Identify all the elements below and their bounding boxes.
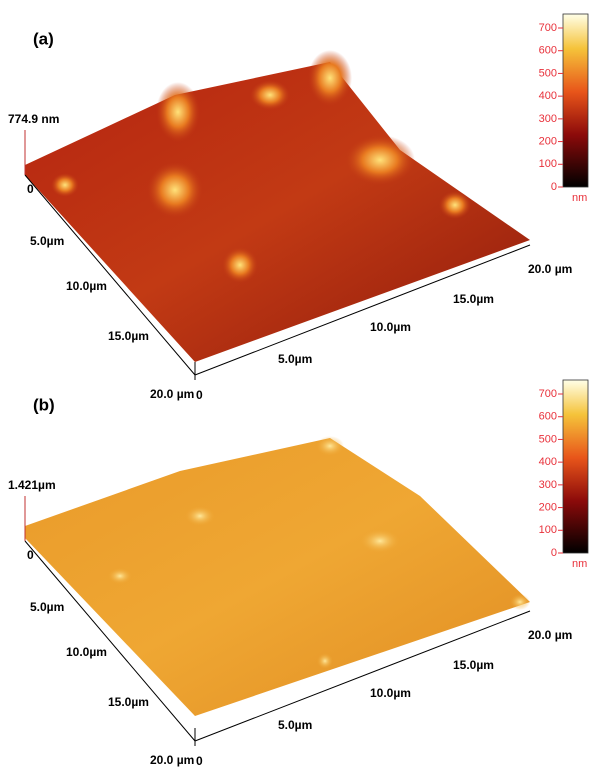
surface-peak xyxy=(108,568,132,584)
colorbar-tick-label: 0 xyxy=(551,181,557,193)
right-axis-label: 20.0 µm xyxy=(528,628,572,642)
surface-peak xyxy=(316,436,344,456)
z-zero-label: 0 xyxy=(27,548,34,562)
left-axis-label: 5.0µm xyxy=(30,234,64,248)
panel-label: (a) xyxy=(33,29,54,48)
colorbar-tick-label: 200 xyxy=(539,135,557,147)
surface-peak xyxy=(360,529,400,553)
z-max-label: 1.421µm xyxy=(8,478,56,492)
front-zero-label: 0 xyxy=(196,754,203,768)
surface-peak xyxy=(250,80,290,110)
left-axis-label: 5.0µm xyxy=(30,600,64,614)
colorbar-tick-label: 600 xyxy=(539,411,557,423)
surface-peak xyxy=(439,191,471,219)
colorbar-tick-label: 500 xyxy=(539,433,557,445)
left-axis-label: 10.0µm xyxy=(66,645,107,659)
figure: (a)774.9 nm05.0µm10.0µm15.0µm20.0 µm05.0… xyxy=(0,0,590,769)
panel-label: (b) xyxy=(33,395,55,414)
colorbar xyxy=(563,14,588,187)
colorbar-tick-label: 500 xyxy=(539,67,557,79)
colorbar-tick-label: 100 xyxy=(539,524,557,536)
colorbar-unit: nm xyxy=(572,192,587,204)
colorbar-tick-label: 700 xyxy=(539,22,557,34)
right-axis-label: 5.0µm xyxy=(278,352,312,366)
surface-peak xyxy=(222,247,258,283)
right-axis-label: 20.0 µm xyxy=(528,262,572,276)
surface-peak xyxy=(308,50,352,106)
surface-peak xyxy=(317,653,333,669)
left-axis-label: 20.0 µm xyxy=(150,387,194,401)
surface-peak xyxy=(345,135,415,185)
surface-peak xyxy=(156,82,200,142)
right-axis-label: 5.0µm xyxy=(278,718,312,732)
colorbar-tick-label: 400 xyxy=(539,456,557,468)
surface-peak xyxy=(185,506,215,526)
colorbar-unit: nm xyxy=(572,558,587,570)
right-axis-label: 10.0µm xyxy=(370,686,411,700)
right-axis-label: 10.0µm xyxy=(370,320,411,334)
right-axis-label: 15.0µm xyxy=(453,292,494,306)
surface-peak xyxy=(510,594,530,610)
colorbar-tick-label: 100 xyxy=(539,158,557,170)
colorbar-tick-label: 300 xyxy=(539,479,557,491)
colorbar xyxy=(563,380,588,553)
left-axis-label: 15.0µm xyxy=(108,695,149,709)
right-axis-label: 15.0µm xyxy=(453,658,494,672)
colorbar-tick-label: 400 xyxy=(539,90,557,102)
colorbar-tick-label: 200 xyxy=(539,501,557,513)
colorbar-tick-label: 300 xyxy=(539,113,557,125)
z-zero-label: 0 xyxy=(27,182,34,196)
colorbar-tick-label: 600 xyxy=(539,45,557,57)
left-axis-label: 20.0 µm xyxy=(150,753,194,767)
left-axis-label: 15.0µm xyxy=(108,329,149,343)
front-zero-label: 0 xyxy=(196,388,203,402)
colorbar-tick-label: 0 xyxy=(551,547,557,559)
z-max-label: 774.9 nm xyxy=(8,112,59,126)
surface xyxy=(25,438,530,716)
surface-peak xyxy=(147,162,203,218)
colorbar-tick-label: 700 xyxy=(539,388,557,400)
left-axis-label: 10.0µm xyxy=(66,279,107,293)
surface-peak xyxy=(51,173,79,197)
